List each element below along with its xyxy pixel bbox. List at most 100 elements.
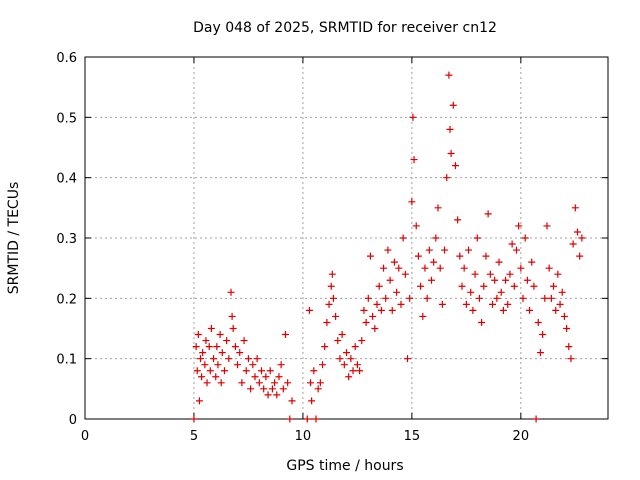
data-point [484,210,492,218]
data-point [563,325,571,332]
data-point [247,385,255,393]
data-point [218,349,226,357]
data-point [395,264,403,272]
data-point [556,300,564,308]
data-point [497,288,505,296]
data-point [390,258,398,266]
data-point [325,300,333,308]
data-point [349,367,357,375]
data-point [506,270,514,278]
data-point [375,282,383,290]
data-point [273,391,281,399]
data-point [216,331,224,339]
data-point [434,204,442,212]
data-point [207,325,215,332]
data-point [558,288,566,296]
data-point [220,367,228,375]
data-point [578,234,586,242]
data-point [199,349,207,357]
data-point [371,325,379,332]
data-point [264,391,272,399]
data-point [471,270,479,278]
data-point [441,246,449,254]
y-axis-label: SRMTID / TECUs [6,182,22,295]
y-tick-label: 0.1 [56,353,77,368]
data-point [410,156,418,164]
data-point [432,234,440,242]
data-point [532,415,540,423]
data-point [190,415,198,423]
data-point [213,343,221,351]
data-point [508,240,516,248]
data-point [427,276,435,284]
data-point [279,385,287,393]
data-point [388,306,396,314]
data-point [412,222,420,230]
x-tick-label: 10 [295,429,312,444]
data-point [312,415,320,423]
data-point [275,373,283,381]
data-point [445,71,453,79]
data-point [573,228,581,236]
data-point [277,361,285,369]
data-point [414,252,422,260]
data-point [406,294,414,302]
data-point [499,306,507,314]
y-tick-label: 0 [69,413,77,428]
data-point [334,337,342,345]
y-tick-label: 0.4 [56,172,77,187]
data-point [258,367,266,375]
data-point [319,361,327,369]
data-point [393,288,401,296]
data-point [234,361,242,369]
data-point [502,276,510,284]
data-point [286,415,294,423]
data-point [366,252,374,260]
data-point [310,367,318,375]
data-point [521,234,529,242]
x-tick-label: 15 [404,429,421,444]
data-point [251,373,259,381]
data-point [228,312,236,320]
data-point [547,294,555,302]
data-point [364,294,372,302]
data-point [196,355,204,363]
ticks: 0 5 10 15 20 0 0.1 0.2 0.3 0.4 0.5 0.6 [56,51,608,444]
data-point [467,288,475,296]
data-point [193,367,201,375]
x-tick-label: 5 [190,429,198,444]
data-point [430,258,438,266]
data-point [486,270,494,278]
data-point [465,246,473,254]
data-point [336,355,344,363]
data-point [404,355,412,363]
data-point [473,234,481,242]
data-point [205,343,213,351]
data-point [217,379,225,387]
data-point [419,312,427,320]
data-point [567,355,575,363]
chart-title: Day 048 of 2025, SRMTID for receiver cn1… [193,20,497,36]
data-point [571,204,579,212]
data-point [495,258,503,266]
data-point [305,306,313,314]
data-point [343,349,350,357]
data-point [478,318,486,326]
data-point [229,325,237,332]
data-point [249,361,257,369]
data-point [436,264,444,272]
data-point [303,415,311,423]
data-point [456,252,464,260]
data-point [454,216,462,224]
data-point [201,361,209,369]
data-point [238,379,246,387]
y-tick-label: 0.2 [56,292,77,307]
data-point [417,282,425,290]
data-point [536,349,544,357]
data-point [489,300,497,308]
y-tick-label: 0.6 [56,51,77,66]
data-point [545,264,553,272]
data-point [534,318,542,326]
data-point [576,252,584,260]
data-point [271,379,279,387]
